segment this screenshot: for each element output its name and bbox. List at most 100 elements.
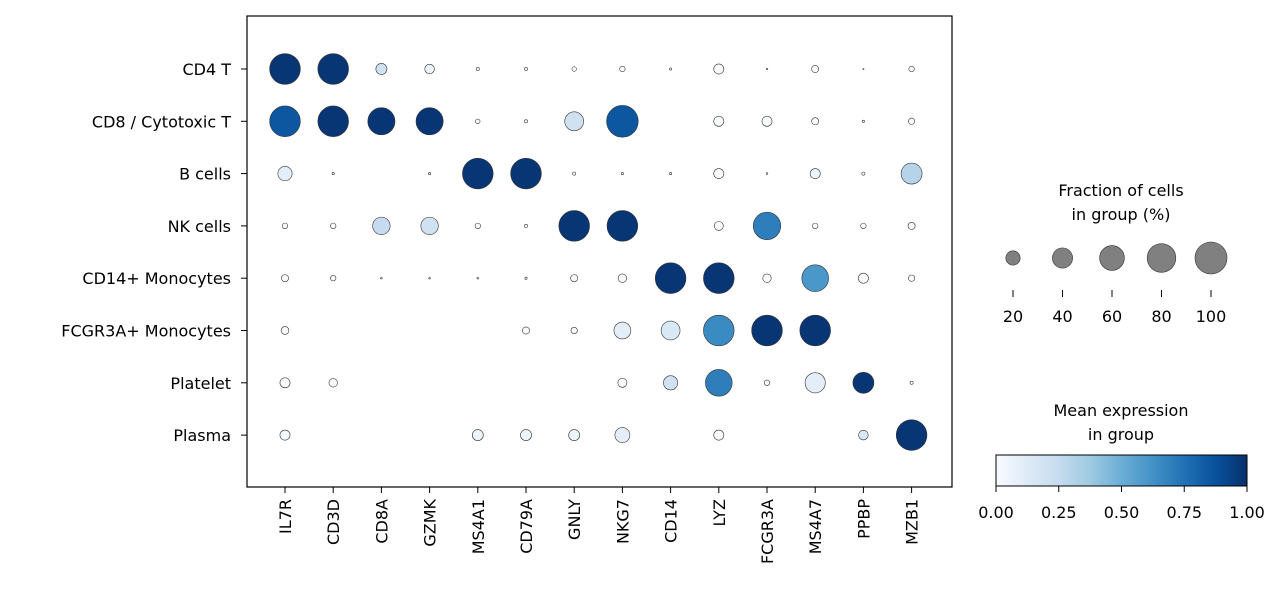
dot-marker <box>570 326 578 334</box>
dot-marker <box>606 105 639 138</box>
dot-marker <box>558 210 590 242</box>
dot-marker <box>420 216 439 235</box>
dot-marker <box>861 171 866 176</box>
dot-marker <box>860 222 867 229</box>
color-legend-title-line1: Mean expression <box>1054 401 1189 420</box>
dot-marker <box>572 171 577 176</box>
size-legend-dot <box>1194 241 1228 275</box>
dot-marker <box>765 67 769 71</box>
colorbar-tick-label: 0.50 <box>1104 503 1140 522</box>
dot-marker <box>330 275 337 282</box>
gene-label: NKG7 <box>613 499 632 544</box>
dot-marker <box>858 272 869 284</box>
dot-marker <box>570 274 579 283</box>
dot-marker <box>669 172 673 176</box>
gene-label: CD8A <box>372 499 391 544</box>
dot-marker <box>475 118 481 124</box>
dot-marker <box>471 429 484 441</box>
dot-marker <box>281 274 289 283</box>
dot-marker <box>620 172 624 176</box>
dot-marker <box>900 162 923 185</box>
dot-marker <box>811 65 820 73</box>
size-legend-label: 100 <box>1196 307 1227 326</box>
dot-marker <box>812 222 819 229</box>
dot-marker <box>908 117 916 125</box>
dot-marker <box>522 326 530 335</box>
dot-marker <box>862 68 865 70</box>
dot-marker <box>705 369 733 397</box>
dot-marker <box>801 264 829 292</box>
dot-marker <box>428 172 432 176</box>
dot-marker <box>524 276 528 280</box>
dot-marker <box>713 168 725 179</box>
dot-marker <box>424 63 435 75</box>
dot-marker <box>277 166 293 182</box>
dot-marker <box>372 216 391 235</box>
colorbar-tick-label: 0.75 <box>1166 503 1202 522</box>
color-legend-title-line2: in group <box>1088 425 1154 444</box>
dot-marker <box>281 222 289 229</box>
dot-marker <box>564 111 584 132</box>
dot-marker <box>617 377 628 388</box>
y-axis: CD4 T CD8 / Cytotoxic T B cells NK cells CD1… <box>61 60 247 445</box>
colorbar-tick-label: 0.25 <box>1041 503 1077 522</box>
dot-marker <box>763 379 771 386</box>
dot-marker <box>375 63 388 75</box>
x-axis: IL7R CD3D CD8A GZMK MS4A1 CD79A GNLY NKG7 CD14 LY… <box>276 487 922 564</box>
dot-marker <box>475 67 480 71</box>
dot-markers <box>269 53 928 451</box>
size-legend-title-line2: in group (%) <box>1072 205 1171 224</box>
dot-marker <box>703 314 735 347</box>
size-legend-dot <box>1099 245 1125 271</box>
size-legend-items: 20 40 60 80 100 <box>1003 241 1228 326</box>
dot-marker <box>809 168 821 179</box>
colorbar-tick-label: 0.00 <box>978 503 1014 522</box>
dot-marker <box>462 157 494 190</box>
dot-marker <box>328 378 338 388</box>
dot-marker <box>331 172 335 176</box>
gene-label: MS4A1 <box>469 499 488 554</box>
colorbar <box>995 454 1248 487</box>
dot-marker <box>811 117 820 126</box>
dot-marker <box>510 157 542 190</box>
gene-label: MS4A7 <box>806 499 825 554</box>
colorbar-tick-label: 1.00 <box>1229 503 1265 522</box>
dot-marker <box>367 107 396 136</box>
size-legend-label: 60 <box>1102 307 1122 326</box>
dot-marker <box>703 262 735 294</box>
dot-marker <box>751 314 783 347</box>
dot-marker <box>279 377 291 389</box>
size-legend: Fraction of cells in group (%) 20 40 60 80 1… <box>1003 181 1228 326</box>
dot-marker <box>765 172 769 175</box>
dot-marker <box>571 66 577 72</box>
dot-marker <box>613 321 632 340</box>
dot-marker <box>858 430 869 441</box>
gene-label: GNLY <box>565 499 584 540</box>
dot-marker <box>330 222 337 229</box>
dot-marker <box>269 53 301 85</box>
dot-marker <box>415 107 444 136</box>
gene-label: FCGR3A <box>758 499 777 564</box>
dot-marker <box>654 262 687 294</box>
dot-marker <box>663 375 679 391</box>
gene-label: CD79A <box>517 499 536 554</box>
dot-marker <box>524 67 528 71</box>
dot-marker <box>852 372 875 394</box>
size-legend-label: 40 <box>1052 307 1072 326</box>
size-legend-dot <box>1005 250 1021 266</box>
dot-marker <box>317 53 349 85</box>
dot-marker <box>606 210 639 242</box>
dot-marker <box>520 429 532 441</box>
dot-marker <box>568 429 581 441</box>
dot-marker <box>799 314 831 347</box>
dot-marker <box>317 105 349 137</box>
dot-marker <box>619 65 626 73</box>
dot-marker <box>280 326 290 335</box>
group-label: CD14+ Monocytes <box>82 269 231 288</box>
size-legend-label: 20 <box>1003 307 1023 326</box>
dot-marker <box>428 277 431 280</box>
group-label: Plasma <box>173 426 231 445</box>
dot-marker <box>476 277 479 280</box>
dot-marker <box>617 273 627 283</box>
